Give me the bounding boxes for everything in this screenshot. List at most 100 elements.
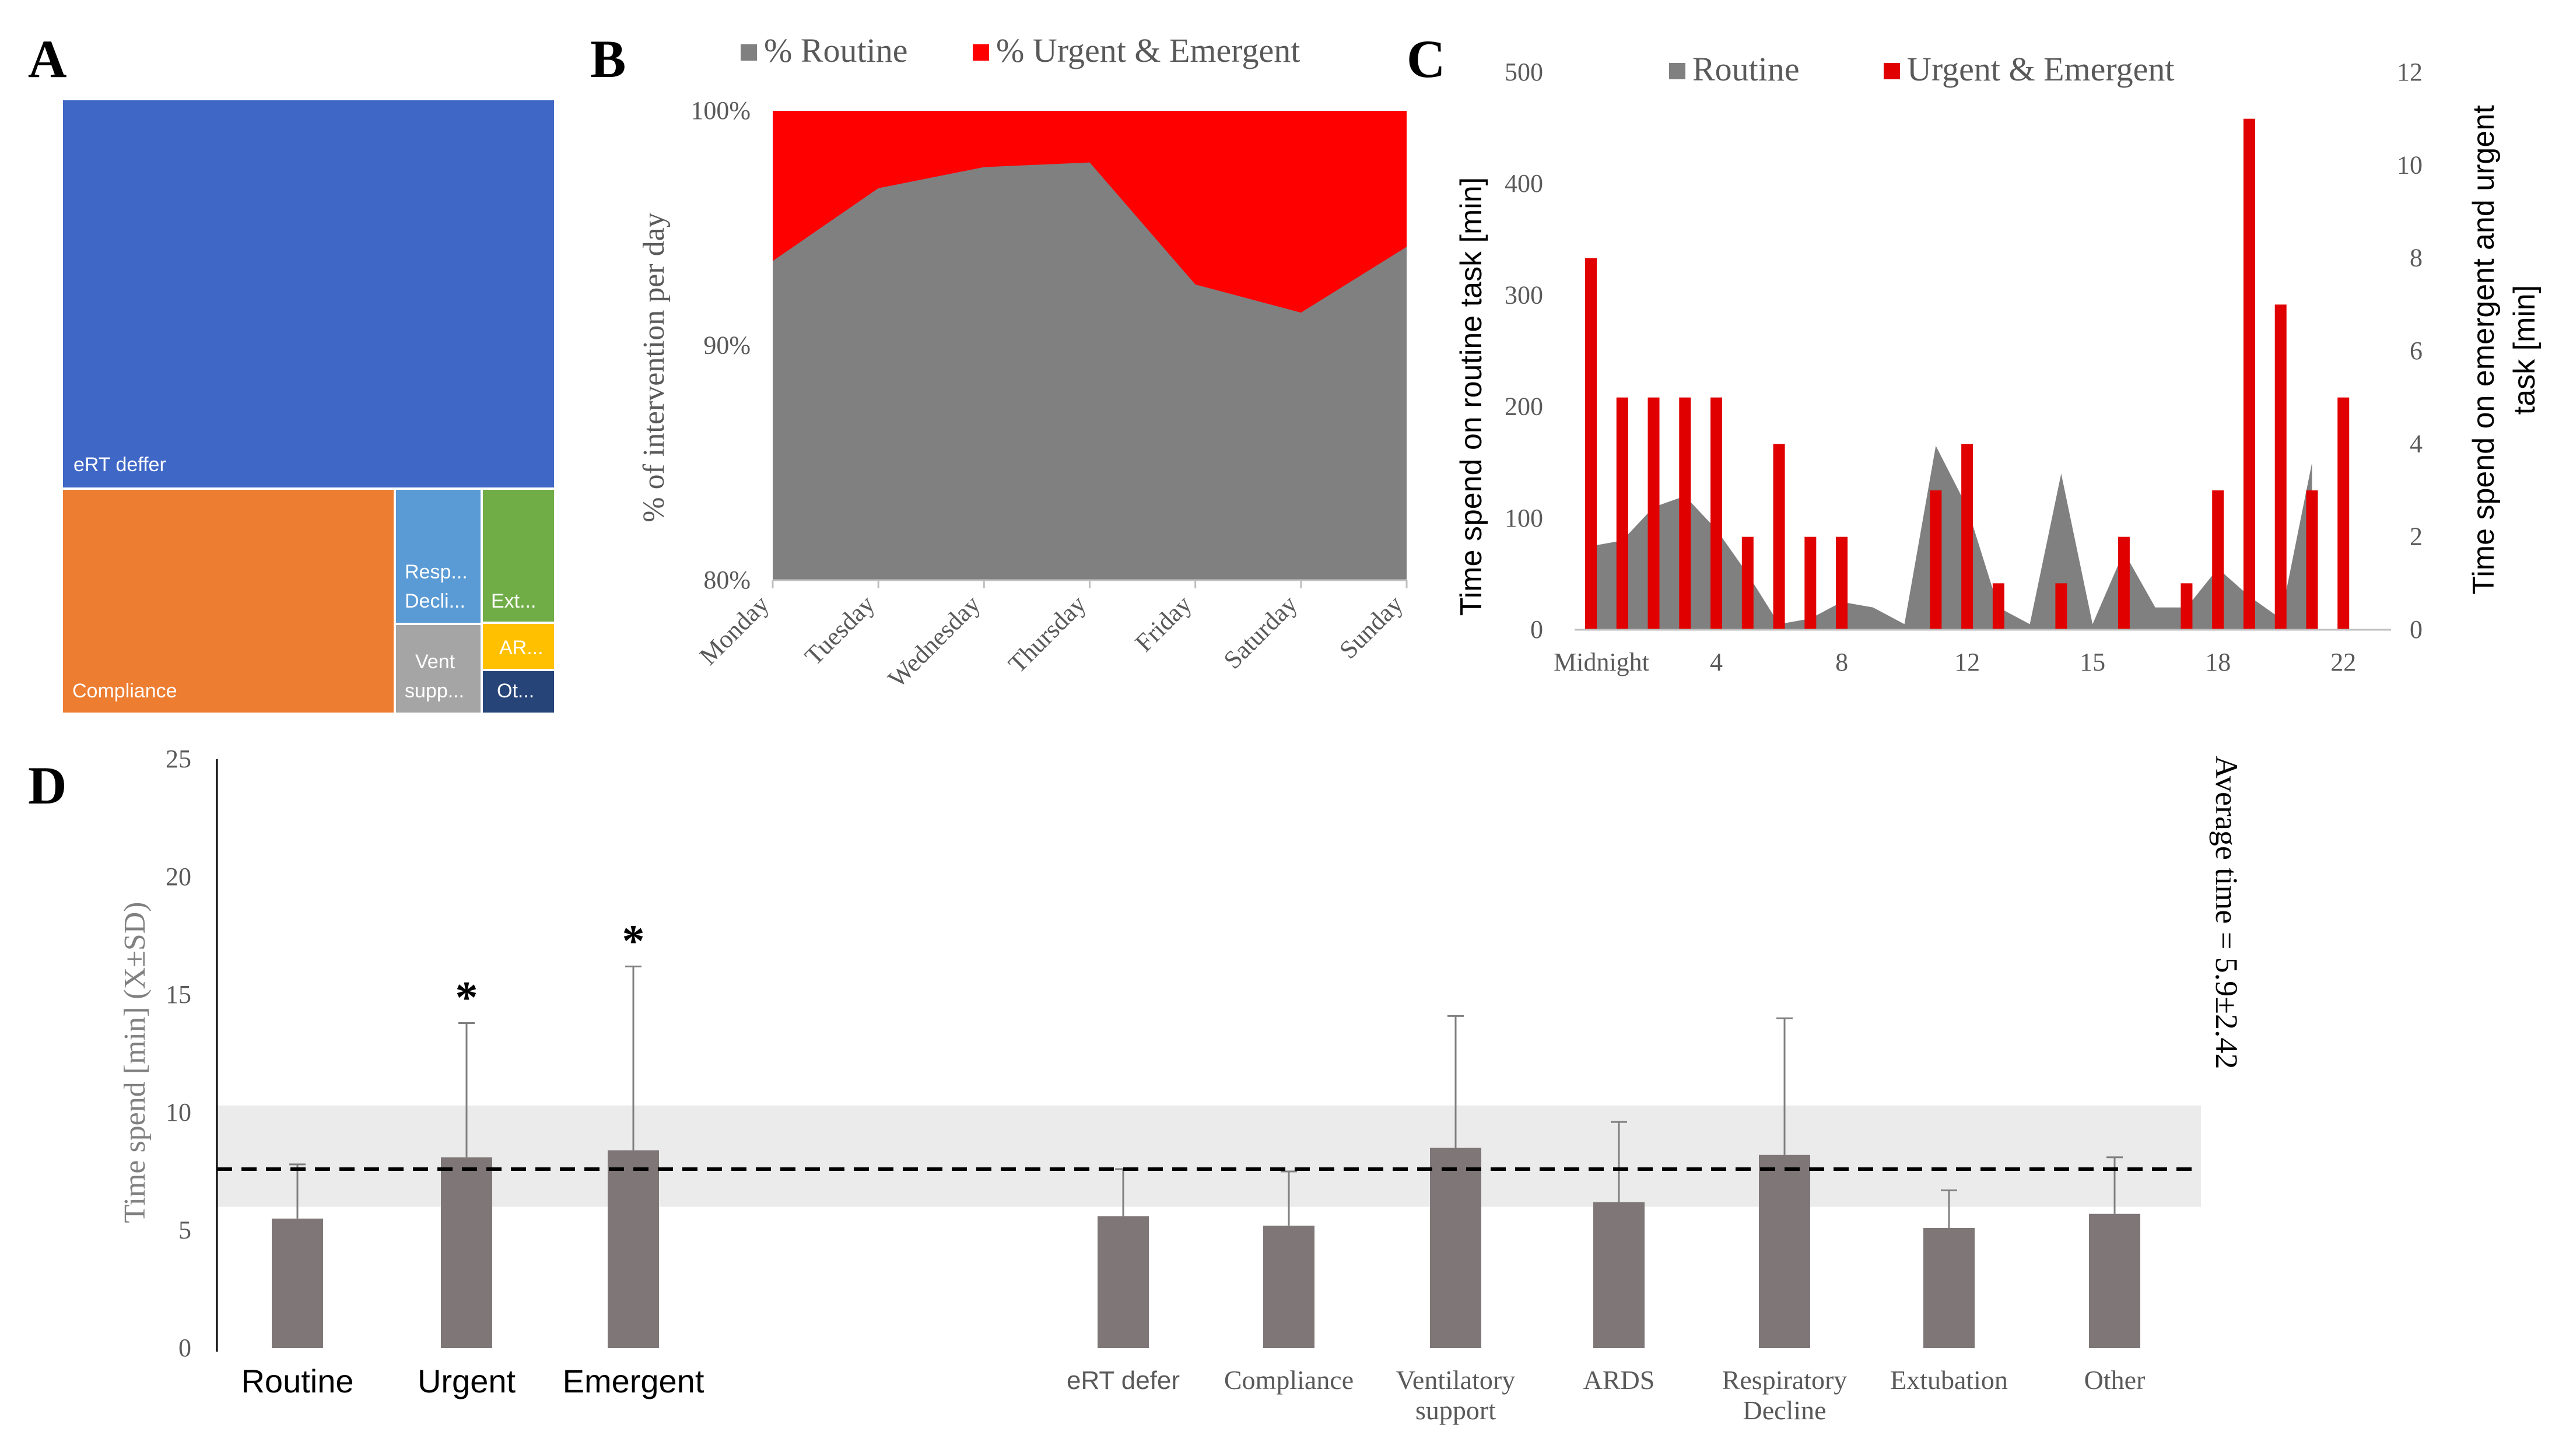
chart-d-average-annotation: Average time = 5.9±2.42	[2209, 756, 2244, 1069]
legend-swatch-urgent	[973, 44, 989, 61]
chart-c-x-tick-label: 22	[2330, 648, 2356, 676]
chart-c-ylabel-left: Time spend on routine task [min]	[1454, 177, 1488, 616]
chart-d-y-tick-label: 15	[166, 980, 191, 1009]
legend-label-routine-c: Routine	[1692, 50, 1800, 88]
chart-d-category-label: Urgent	[418, 1363, 516, 1399]
chart-c-x-tick-label: 4	[1710, 648, 1723, 676]
legend-swatch-routine	[741, 44, 757, 61]
chart-c-y-left-tick-label: 0	[1530, 615, 1543, 644]
bar-urgent-hour	[1585, 258, 1597, 630]
chart-b-x-tick-label: Sunday	[1334, 590, 1408, 664]
treemap-cell-ar	[483, 624, 554, 669]
bar-compliance	[1263, 1225, 1314, 1348]
bar-urgent-hour	[2337, 397, 2350, 630]
treemap-label-ert: eRT deffer	[73, 454, 166, 476]
chart-c-y-left-tick-label: 400	[1505, 169, 1543, 198]
chart-c-legend: Routine Urgent & Emergent	[1669, 50, 2175, 88]
treemap-cell-compliance	[63, 490, 394, 713]
chart-c-y-right-tick-label: 12	[2397, 58, 2423, 86]
chart-c-y-right-tick-label: 2	[2410, 522, 2423, 551]
bar-ventilatory-support	[1430, 1148, 1481, 1348]
chart-b-x-tick-label: Saturday	[1218, 590, 1303, 674]
bar-respiratory-decline	[1759, 1155, 1810, 1348]
treemap-cell-resp	[396, 490, 481, 623]
legend-label-urgent-c: Urgent & Emergent	[1907, 50, 2175, 88]
treemap-label-ot: Ot...	[497, 680, 534, 702]
bar-urgent-hour	[1836, 536, 1848, 630]
chart-d-y-tick-label: 10	[166, 1098, 191, 1127]
legend-swatch-urgent-c	[1884, 63, 1900, 79]
legend-label-routine: % Routine	[764, 31, 907, 69]
chart-c-x-tick-label: 12	[1954, 648, 1980, 676]
treemap-label-resp-2: Decli...	[405, 590, 465, 612]
chart-c-ylabel-right-2: task [min]	[2508, 285, 2542, 415]
area-routine	[773, 162, 1407, 581]
chart-b-x-tick-label: Friday	[1130, 590, 1197, 657]
chart-d-category-label: Decline	[1743, 1395, 1826, 1425]
bar-urgent-hour	[2055, 583, 2067, 630]
chart-c-y-right-tick-label: 4	[2410, 429, 2423, 458]
chart-d-category-label: Routine	[241, 1363, 353, 1399]
legend-label-urgent: % Urgent & Emergent	[996, 31, 1300, 69]
area-routine-hourly	[1591, 445, 2312, 630]
chart-c-x-tick-label: 15	[2080, 648, 2105, 676]
chart-d-y-tick-label: 0	[178, 1334, 191, 1362]
bar-ert-defer	[1098, 1216, 1149, 1348]
chart-b-x-tick-label: Tuesday	[799, 590, 880, 671]
bar-routine	[272, 1218, 323, 1348]
chart-b: Monday Tuesday Wednesday Thursday Friday Satu…	[637, 96, 1408, 693]
panel-label-c: C	[1407, 29, 1445, 89]
chart-d-y-tick-label: 25	[166, 745, 191, 773]
treemap-label-ar: AR...	[499, 637, 544, 659]
treemap-cell-ot	[483, 671, 554, 713]
chart-d: * * Routine Urgent Emergent eRT defer Complia…	[118, 745, 2244, 1425]
chart-b-y-tick-label: 90%	[703, 331, 751, 360]
chart-b-legend: % Routine % Urgent & Emergent	[741, 31, 1300, 69]
bar-urgent-hour	[1930, 490, 1942, 630]
bar-extubation	[1923, 1227, 1975, 1348]
chart-c-x-tick-label: Midnight	[1554, 648, 1649, 676]
chart-c-y-right-tick-label: 8	[2410, 244, 2423, 272]
chart-c-y-left-tick-label: 100	[1505, 504, 1543, 532]
chart-d-category-label: Ventilatory	[1396, 1365, 1515, 1395]
bar-urgent-hour	[1992, 583, 2004, 630]
panel-label-b: B	[590, 29, 626, 89]
treemap-label-compliance: Compliance	[72, 680, 177, 702]
bar-urgent-hour	[1647, 397, 1660, 630]
chart-d-category-label: support	[1415, 1395, 1496, 1425]
bar-urgent-hour	[1961, 444, 1973, 630]
bar-urgent-hour	[2306, 490, 2318, 630]
chart-d-y-tick-label: 5	[178, 1216, 191, 1244]
chart-c-ylabel-right-1: Time spend on emergent and urgent	[2467, 105, 2501, 595]
chart-b-y-tick-label: 80%	[703, 566, 751, 594]
bar-ards	[1593, 1202, 1645, 1348]
bar-urgent-hour	[1679, 397, 1691, 630]
legend-swatch-routine-c	[1669, 63, 1685, 79]
treemap-cell-ert	[63, 100, 554, 487]
chart-c-y-left-tick-label: 300	[1505, 280, 1543, 309]
chart-d-category-label: Other	[2084, 1365, 2146, 1395]
chart-d-category-label: eRT defer	[1067, 1366, 1180, 1395]
bar-urgent-hour	[2274, 304, 2287, 630]
chart-c-y-right-tick-label: 6	[2410, 336, 2423, 365]
bar-urgent-hour	[1710, 397, 1723, 630]
treemap-label-ext: Ext...	[491, 590, 536, 612]
chart-d-ylabel: Time spend [min] (X±SD)	[118, 902, 152, 1223]
bar-urgent-hour	[1616, 397, 1628, 630]
chart-c-y-left-tick-label: 500	[1505, 58, 1543, 86]
chart-d-category-label: Emergent	[563, 1363, 704, 1399]
chart-c-y-left-tick-label: 200	[1505, 392, 1543, 421]
chart-b-ylabel: % of intervention per day	[637, 212, 671, 522]
panel-label-a: A	[28, 29, 66, 89]
chart-c-x-tick-label: 8	[1835, 648, 1848, 676]
treemap-label-vent-2: supp...	[405, 680, 464, 702]
bar-urgent	[441, 1157, 492, 1348]
bar-urgent-hour	[1804, 536, 1817, 630]
chart-d-category-label: ARDS	[1583, 1365, 1655, 1395]
bar-urgent-hour	[2118, 536, 2130, 630]
chart-c-x-tick-label: 18	[2205, 648, 2231, 676]
panel-label-d: D	[28, 756, 66, 815]
bar-urgent-hour	[2181, 583, 2193, 630]
treemap-label-vent-1: Vent	[415, 651, 455, 673]
chart-c: Midnight 4 8 12 15 18 22 0 100 200 300 400 500 0 2 4 6 8 1…	[1454, 58, 2542, 676]
